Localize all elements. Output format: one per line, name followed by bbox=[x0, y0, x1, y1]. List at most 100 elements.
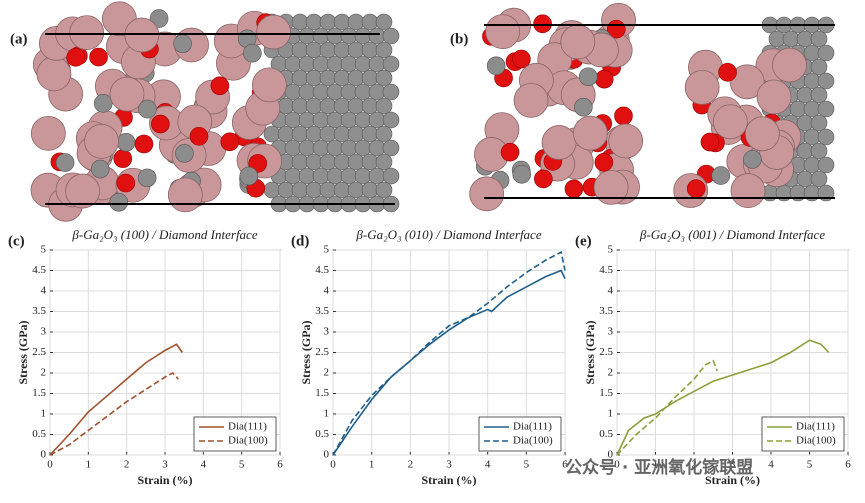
x-tick-label: 3 bbox=[446, 459, 452, 471]
y-tick-label: 0.5 bbox=[32, 428, 46, 440]
ga-atom bbox=[744, 116, 780, 152]
y-tick-label: 3 bbox=[41, 326, 47, 338]
diamond-atom bbox=[284, 55, 302, 73]
diamond-atom bbox=[333, 181, 351, 199]
y-tick-label: 0.5 bbox=[599, 428, 613, 440]
ga-atom bbox=[65, 173, 101, 209]
y-tick-label: 5 bbox=[41, 244, 47, 256]
panel-label: (e) bbox=[575, 233, 592, 249]
ga-atom bbox=[684, 69, 720, 105]
diamond-atom bbox=[382, 111, 400, 129]
c-atom bbox=[175, 144, 194, 163]
diamond-atom bbox=[298, 27, 316, 45]
diamond-atom bbox=[291, 41, 309, 59]
x-tick-label: 1 bbox=[86, 459, 92, 471]
diamond-atom bbox=[298, 83, 316, 101]
diamond-atom bbox=[333, 97, 351, 115]
diamond-atom bbox=[319, 181, 337, 199]
ga-atom bbox=[69, 15, 105, 51]
o-atom bbox=[533, 14, 552, 34]
ga-atom bbox=[167, 177, 203, 213]
diamond-atom bbox=[382, 167, 400, 185]
ga-atom bbox=[485, 14, 521, 50]
diamond-atom bbox=[291, 97, 309, 115]
x-tick-label: 2 bbox=[408, 459, 414, 471]
c-atom bbox=[243, 43, 262, 63]
diamond-atom bbox=[796, 170, 814, 188]
chart-title: β-Ga₂O₃ (001) / Diamond Interface bbox=[639, 227, 825, 242]
diamond-atom bbox=[340, 111, 358, 129]
o-atom bbox=[134, 134, 154, 154]
c-atom bbox=[173, 34, 192, 54]
legend bbox=[478, 416, 562, 452]
diamond-atom bbox=[319, 41, 337, 59]
diamond-atom bbox=[326, 111, 344, 129]
y-tick-label: 0 bbox=[608, 449, 614, 461]
o-atom bbox=[718, 63, 737, 82]
o-atom bbox=[66, 47, 86, 67]
diamond-atom bbox=[354, 111, 372, 129]
legend bbox=[761, 416, 845, 452]
diamond-atom bbox=[340, 27, 358, 45]
o-atom bbox=[614, 106, 633, 126]
panel-label: (c) bbox=[8, 233, 25, 249]
x-tick-label: 3 bbox=[730, 459, 736, 471]
x-tick-label: 2 bbox=[124, 459, 130, 471]
o-atom bbox=[151, 114, 170, 134]
panel-label: (a) bbox=[10, 31, 28, 47]
y-tick-label: 0 bbox=[41, 449, 47, 461]
diamond-atom bbox=[796, 114, 814, 132]
x-tick-label: 1 bbox=[653, 459, 659, 471]
charts: (c) β-Ga₂O₃ (100) / Diamond Interface 0 1 2 3… bbox=[8, 227, 851, 487]
o-atom bbox=[534, 169, 553, 189]
diamond-atom bbox=[312, 139, 330, 157]
x-axis-label: Strain (%) bbox=[422, 473, 477, 487]
diamond-atom bbox=[326, 167, 344, 185]
y-axis-label: Stress (GPa) bbox=[299, 320, 313, 384]
diamond-atom bbox=[354, 83, 372, 101]
diamond-atom bbox=[796, 30, 814, 48]
y-tick-label: 3 bbox=[324, 326, 330, 338]
c-atom bbox=[743, 150, 762, 169]
diamond-atom bbox=[803, 100, 821, 118]
diamond-atom bbox=[796, 86, 814, 104]
ga-atom bbox=[251, 67, 287, 103]
diamond-atom bbox=[817, 72, 835, 90]
diamond-atom bbox=[312, 27, 330, 45]
diamond-atom bbox=[312, 83, 330, 101]
diamond-atom bbox=[817, 100, 835, 118]
ga-atom bbox=[772, 47, 807, 83]
diamond-atom bbox=[361, 69, 379, 87]
c-atom bbox=[93, 94, 113, 113]
diamond-atom bbox=[782, 30, 800, 48]
diamond-atom bbox=[375, 69, 393, 87]
c-atom bbox=[55, 153, 75, 172]
diamond-atom bbox=[361, 181, 379, 199]
o-atom bbox=[189, 127, 209, 146]
diamond-atom bbox=[361, 125, 379, 143]
diamond-atom bbox=[368, 27, 386, 45]
y-tick-label: 1 bbox=[324, 408, 330, 420]
x-tick-label: 1 bbox=[369, 459, 375, 471]
o-atom bbox=[210, 76, 230, 96]
diamond-atom bbox=[340, 55, 358, 73]
diamond-atom bbox=[810, 86, 828, 104]
y-tick-label: 5 bbox=[608, 244, 614, 256]
legend-label: Dia(100) bbox=[513, 435, 553, 447]
diamond-atom bbox=[347, 125, 365, 143]
c-atom bbox=[711, 166, 731, 185]
diamond-atom bbox=[368, 139, 386, 157]
diamond-atom bbox=[305, 97, 323, 115]
diamond-atom bbox=[305, 13, 323, 31]
ga-atom bbox=[560, 24, 596, 60]
o-atom bbox=[220, 132, 240, 152]
y-tick-label: 2.5 bbox=[599, 346, 613, 358]
diamond-atom bbox=[368, 83, 386, 101]
diamond-atom bbox=[382, 139, 400, 157]
diamond-atom bbox=[319, 153, 337, 171]
diamond-atom bbox=[361, 13, 379, 31]
diamond-atom bbox=[368, 55, 386, 73]
diamond-atom bbox=[361, 41, 379, 59]
y-tick-label: 4 bbox=[608, 285, 614, 297]
ga-atom bbox=[712, 104, 748, 140]
